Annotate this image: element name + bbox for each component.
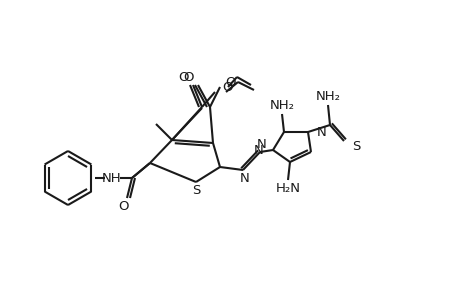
- Text: N: N: [257, 137, 266, 151]
- Text: H₂N: H₂N: [275, 182, 300, 196]
- Text: O: O: [222, 80, 232, 94]
- Text: NH₂: NH₂: [315, 89, 340, 103]
- Text: O: O: [183, 70, 194, 83]
- Text: S: S: [351, 140, 359, 152]
- Text: S: S: [191, 184, 200, 196]
- Text: N: N: [240, 172, 249, 185]
- Text: O: O: [118, 200, 129, 212]
- Text: N: N: [316, 125, 326, 139]
- Text: NH₂: NH₂: [269, 98, 294, 112]
- Text: O: O: [179, 70, 189, 83]
- Text: O: O: [224, 76, 235, 88]
- Text: NH: NH: [102, 172, 122, 184]
- Text: N: N: [254, 143, 263, 157]
